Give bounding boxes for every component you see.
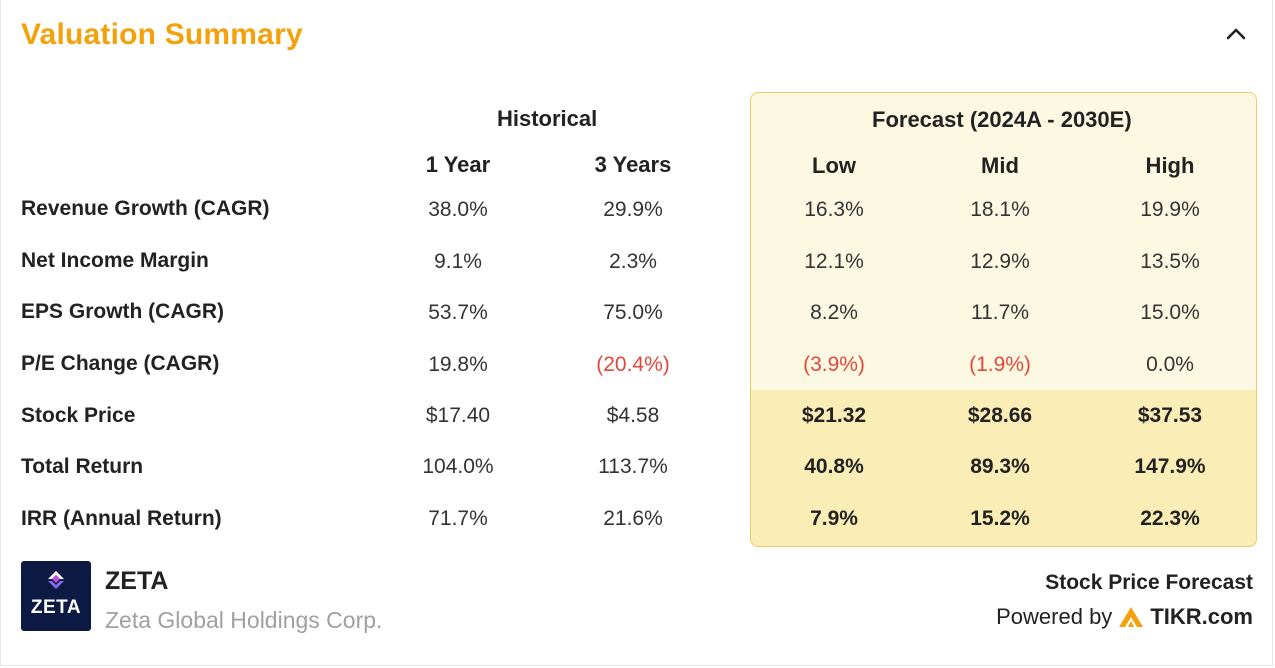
table-cell: 13.5% bbox=[1140, 250, 1200, 273]
table-cell: $28.66 bbox=[967, 404, 1033, 427]
table-cell: 16.3% bbox=[804, 198, 864, 221]
row-label-pe-change: P/E Change (CAGR) bbox=[21, 352, 220, 375]
table-cell-negative: (3.9%) bbox=[803, 353, 865, 376]
column-header-high: High bbox=[1145, 153, 1195, 178]
powered-by[interactable]: Powered by TIKR.com bbox=[996, 604, 1253, 630]
tikr-brand-link: TIKR.com bbox=[1150, 604, 1253, 629]
table-cell: 21.6% bbox=[603, 507, 663, 530]
table-cell: 11.7% bbox=[971, 301, 1029, 324]
table-cell: 40.8% bbox=[804, 455, 864, 478]
row-label-eps-growth: EPS Growth (CAGR) bbox=[21, 300, 224, 323]
table-cell: 22.3% bbox=[1140, 507, 1200, 530]
logo-text: ZETA bbox=[30, 597, 82, 618]
table-cell: $4.58 bbox=[606, 404, 660, 427]
table-cell: 12.1% bbox=[804, 250, 864, 273]
row-label-total-return: Total Return bbox=[21, 455, 144, 478]
table-cell: 104.0% bbox=[422, 455, 494, 478]
collapse-button[interactable] bbox=[1219, 20, 1253, 48]
table-cell: 7.9% bbox=[810, 507, 858, 530]
table-cell: 71.7% bbox=[428, 507, 488, 530]
tikr-logo-icon bbox=[1119, 607, 1144, 627]
column-header-mid: Mid bbox=[981, 153, 1019, 178]
table-cell: 38.0% bbox=[428, 198, 488, 221]
historical-header: Historical bbox=[497, 106, 598, 131]
powered-by-text: Powered by bbox=[996, 604, 1113, 629]
table-cell: 15.2% bbox=[970, 507, 1030, 530]
table-cell: $17.40 bbox=[425, 404, 491, 427]
table-cell: 19.8% bbox=[428, 353, 488, 376]
forecast-panel bbox=[750, 92, 1257, 547]
column-header-low: Low bbox=[812, 153, 856, 178]
forecast-header: Forecast (2024A - 2030E) bbox=[872, 107, 1132, 132]
table-cell: $21.32 bbox=[801, 404, 867, 427]
table-cell: 15.0% bbox=[1140, 301, 1200, 324]
table-cell: 2.3% bbox=[609, 250, 657, 273]
company-name: Zeta Global Holdings Corp. bbox=[105, 607, 383, 633]
column-header-1-year: 1 Year bbox=[425, 152, 491, 177]
table-cell: 29.9% bbox=[603, 198, 663, 221]
chevron-up-icon bbox=[1226, 28, 1246, 40]
table-cell: 19.9% bbox=[1140, 198, 1200, 221]
table-cell: 147.9% bbox=[1134, 455, 1206, 478]
table-cell: $37.53 bbox=[1137, 404, 1203, 427]
table-cell: 75.0% bbox=[603, 301, 663, 324]
row-label-stock-price: Stock Price bbox=[21, 404, 136, 427]
table-cell: 9.1% bbox=[434, 250, 482, 273]
table-cell: 12.9% bbox=[970, 250, 1030, 273]
row-label-revenue-growth: Revenue Growth (CAGR) bbox=[21, 197, 270, 220]
row-label-net-income-margin: Net Income Margin bbox=[21, 249, 209, 272]
table-cell: 113.7% bbox=[598, 455, 668, 478]
table-cell: 89.3% bbox=[970, 455, 1030, 478]
table-cell-negative: (1.9%) bbox=[969, 353, 1031, 376]
company-logo: ZETA bbox=[21, 561, 91, 631]
stock-price-forecast-label: Stock Price Forecast bbox=[1045, 571, 1253, 594]
table-cell: 53.7% bbox=[428, 301, 488, 324]
zeta-logo-mark-icon bbox=[48, 571, 64, 589]
table-cell: 0.0% bbox=[1146, 353, 1194, 376]
table-cell-negative: (20.4%) bbox=[596, 353, 670, 376]
row-label-irr: IRR (Annual Return) bbox=[21, 507, 222, 530]
ticker-symbol: ZETA bbox=[105, 567, 169, 595]
table-cell: 18.1% bbox=[970, 198, 1030, 221]
page-title: Valuation Summary bbox=[21, 18, 303, 51]
column-header-3-years: 3 Years bbox=[594, 152, 672, 177]
table-cell: 8.2% bbox=[810, 301, 858, 324]
